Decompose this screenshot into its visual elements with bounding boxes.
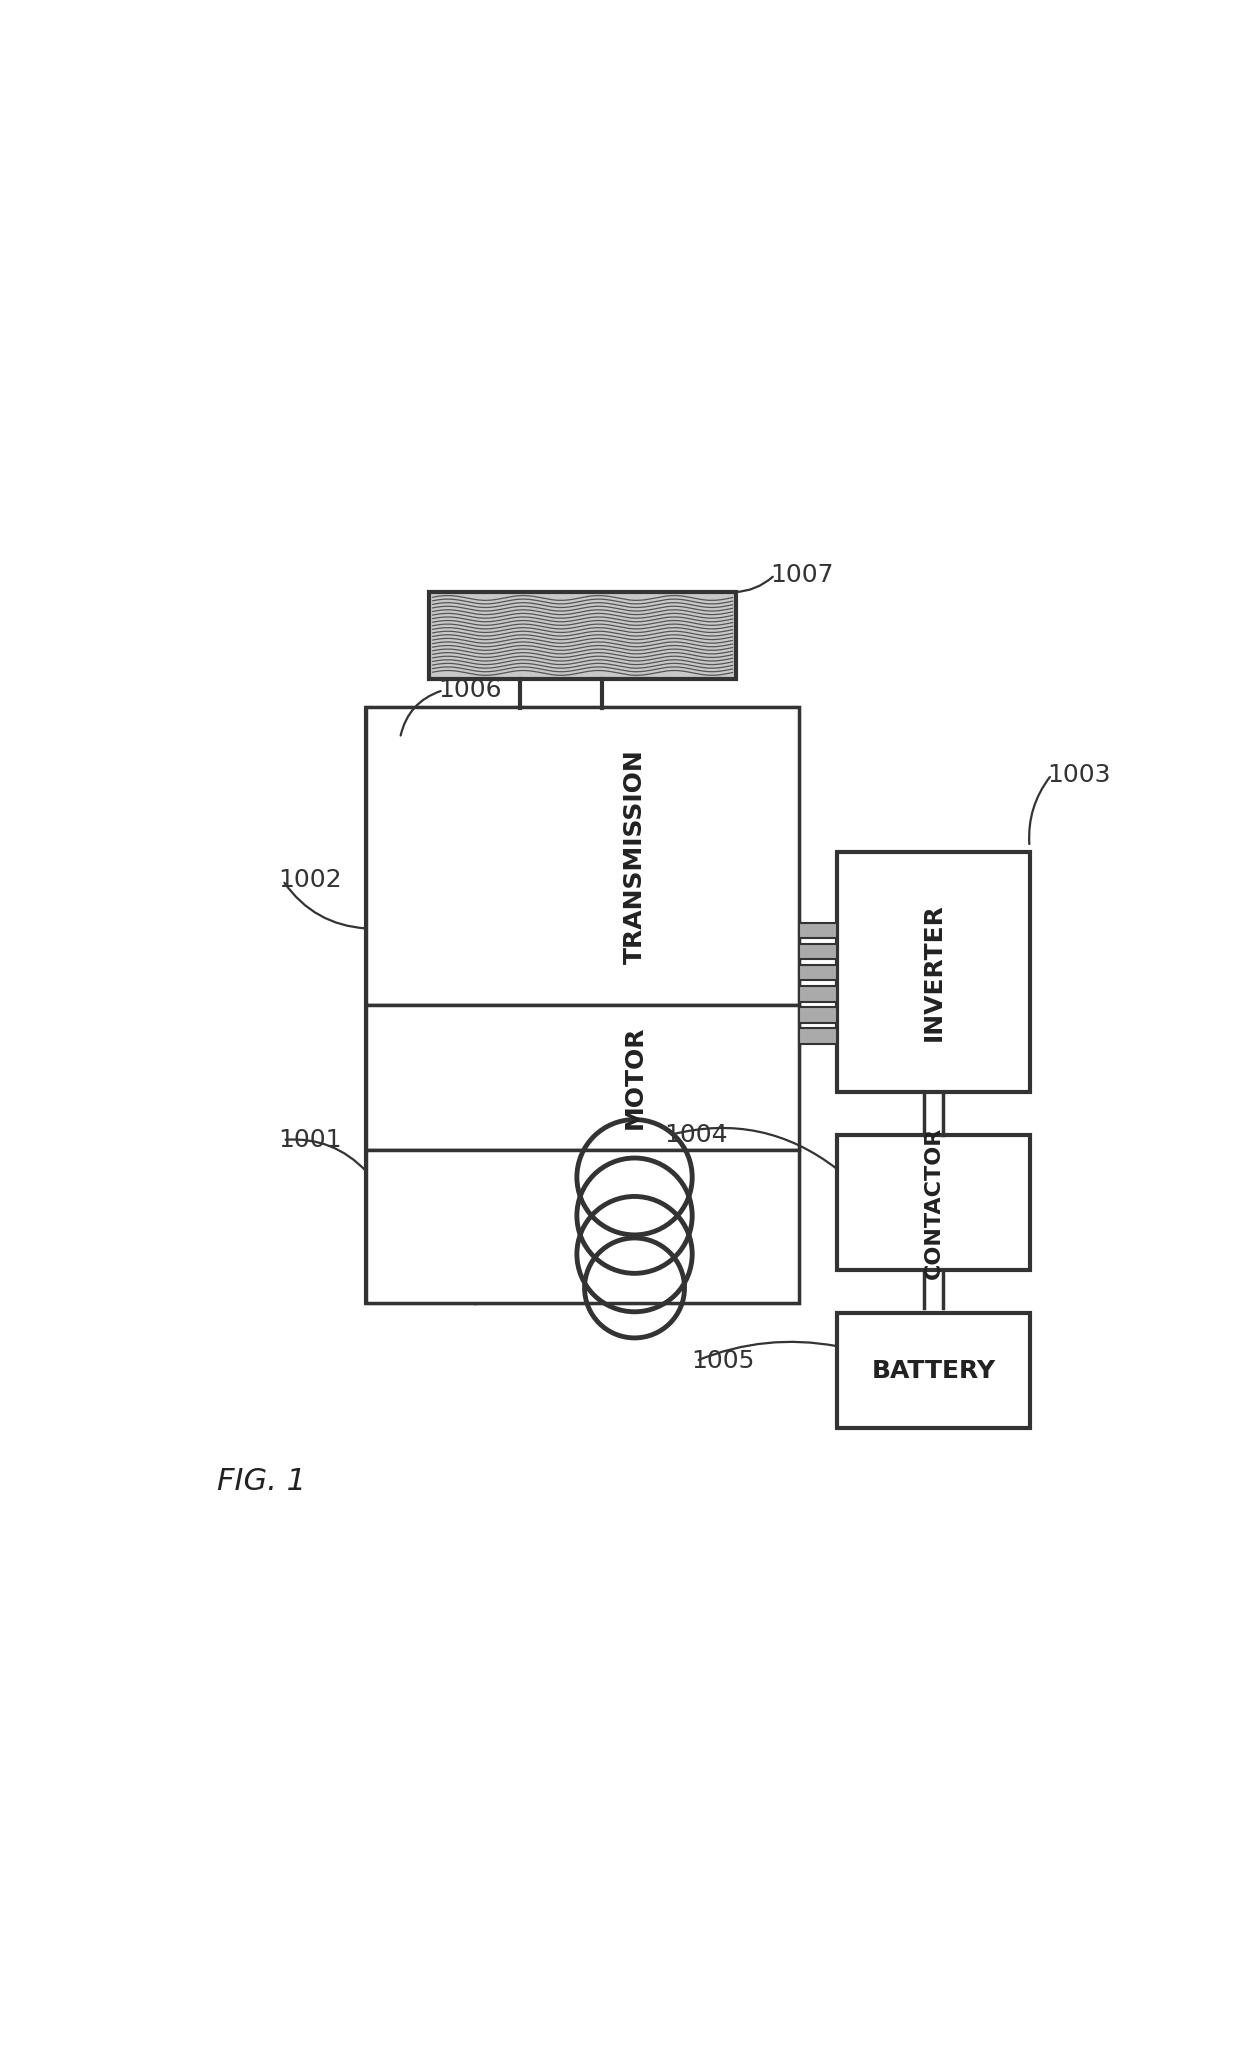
Text: FIG. 1: FIG. 1: [217, 1466, 306, 1495]
Text: 1006: 1006: [439, 678, 502, 702]
Bar: [837, 1313, 1029, 1427]
Text: BATTERY: BATTERY: [872, 1358, 996, 1382]
Text: 1002: 1002: [278, 868, 342, 893]
Bar: [837, 852, 1029, 1092]
Text: 1005: 1005: [691, 1350, 755, 1372]
Bar: [367, 1006, 799, 1149]
Bar: [799, 1028, 837, 1044]
Bar: [367, 707, 799, 1006]
Text: 1007: 1007: [770, 563, 833, 588]
Bar: [799, 987, 837, 1001]
Bar: [837, 1135, 1029, 1270]
Text: 1004: 1004: [665, 1122, 728, 1147]
Bar: [429, 592, 737, 678]
Text: TRANSMISSION: TRANSMISSION: [622, 750, 646, 965]
Bar: [799, 944, 837, 958]
Text: 1001: 1001: [278, 1128, 341, 1151]
Text: INVERTER: INVERTER: [921, 903, 945, 1040]
Text: CONTACTOR: CONTACTOR: [924, 1126, 944, 1278]
Bar: [367, 707, 799, 1303]
Bar: [799, 965, 837, 981]
Text: MOTOR: MOTOR: [622, 1026, 646, 1128]
Bar: [799, 1008, 837, 1022]
Bar: [367, 1149, 799, 1303]
Text: 1003: 1003: [1047, 762, 1110, 786]
Bar: [799, 924, 837, 938]
